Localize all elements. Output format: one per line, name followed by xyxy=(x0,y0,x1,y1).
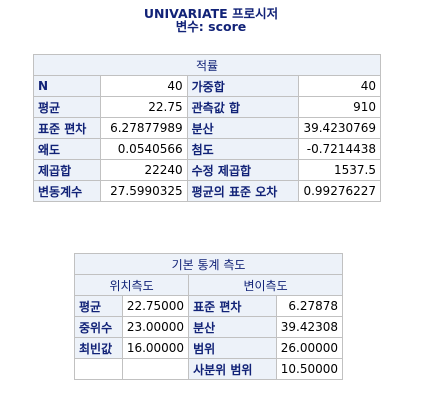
stat-value: 39.4230769 xyxy=(299,118,380,138)
stat-label: 분산 xyxy=(189,317,276,337)
stat-label: 표준 편차 xyxy=(34,118,101,138)
stat-value: 23.00000 xyxy=(122,317,189,337)
table-row: 왜도 0.0540566 첨도 -0.7214438 xyxy=(34,139,380,159)
stat-value: -0.7214438 xyxy=(299,139,380,159)
table-row: 사분위 범위 10.50000 xyxy=(75,359,342,379)
procedure-title: UNIVARIATE 프로시저 xyxy=(143,6,279,21)
stat-label: 표준 편차 xyxy=(189,296,276,316)
moments-table: 적률 N 40 가중합 40 평균 22.75 관측값 합 910 표준 편차 … xyxy=(33,54,381,202)
basic-caption: 기본 통계 측도 xyxy=(75,254,342,274)
stat-label: 사분위 범위 xyxy=(189,359,276,379)
empty-cell xyxy=(75,359,122,379)
table-row: 변동계수 27.5990325 평균의 표준 오차 0.99276227 xyxy=(34,181,380,201)
stat-label: 범위 xyxy=(189,338,276,358)
table-row: 중위수 23.00000 분산 39.42308 xyxy=(75,317,342,337)
stat-label: 분산 xyxy=(187,118,299,138)
table-row: 제곱합 22240 수정 제곱합 1537.5 xyxy=(34,160,380,180)
basic-stats-table: 기본 통계 측도 위치측도 변이측도 평균 22.75000 표준 편차 6.2… xyxy=(74,253,343,380)
stat-value: 22240 xyxy=(101,160,187,180)
stat-value: 39.42308 xyxy=(276,317,342,337)
stat-label: 중위수 xyxy=(75,317,122,337)
stat-label: 평균 xyxy=(75,296,122,316)
stat-label: 변동계수 xyxy=(34,181,101,201)
stat-value: 0.0540566 xyxy=(101,139,187,159)
stat-value: 6.27877989 xyxy=(101,118,187,138)
stat-label: N xyxy=(34,76,101,96)
stat-value: 40 xyxy=(299,76,380,96)
stat-label: 관측값 합 xyxy=(187,97,299,117)
stat-label: 평균의 표준 오차 xyxy=(187,181,299,201)
stat-value: 910 xyxy=(299,97,380,117)
table-row: 최빈값 16.00000 범위 26.00000 xyxy=(75,338,342,358)
stat-value: 6.27878 xyxy=(276,296,342,316)
stat-value: 10.50000 xyxy=(276,359,342,379)
table-row: N 40 가중합 40 xyxy=(34,76,380,96)
stat-label: 평균 xyxy=(34,97,101,117)
stat-value: 1537.5 xyxy=(299,160,380,180)
stat-label: 최빈값 xyxy=(75,338,122,358)
variable-subtitle: 변수: score xyxy=(175,19,247,34)
stat-label: 왜도 xyxy=(34,139,101,159)
stat-label: 가중합 xyxy=(187,76,299,96)
table-row: 표준 편차 6.27877989 분산 39.4230769 xyxy=(34,118,380,138)
stat-value: 22.75 xyxy=(101,97,187,117)
stat-label: 첨도 xyxy=(187,139,299,159)
stat-value: 22.75000 xyxy=(122,296,189,316)
stat-value: 16.00000 xyxy=(122,338,189,358)
table-row: 평균 22.75 관측값 합 910 xyxy=(34,97,380,117)
variability-header: 변이측도 xyxy=(189,275,342,295)
stat-label: 수정 제곱합 xyxy=(187,160,299,180)
moments-caption: 적률 xyxy=(34,55,380,75)
stat-value: 0.99276227 xyxy=(299,181,380,201)
stat-value: 26.00000 xyxy=(276,338,342,358)
stat-value: 27.5990325 xyxy=(101,181,187,201)
location-header: 위치측도 xyxy=(75,275,189,295)
empty-cell xyxy=(122,359,189,379)
stat-label: 제곱합 xyxy=(34,160,101,180)
table-row: 평균 22.75000 표준 편차 6.27878 xyxy=(75,296,342,316)
stat-value: 40 xyxy=(101,76,187,96)
